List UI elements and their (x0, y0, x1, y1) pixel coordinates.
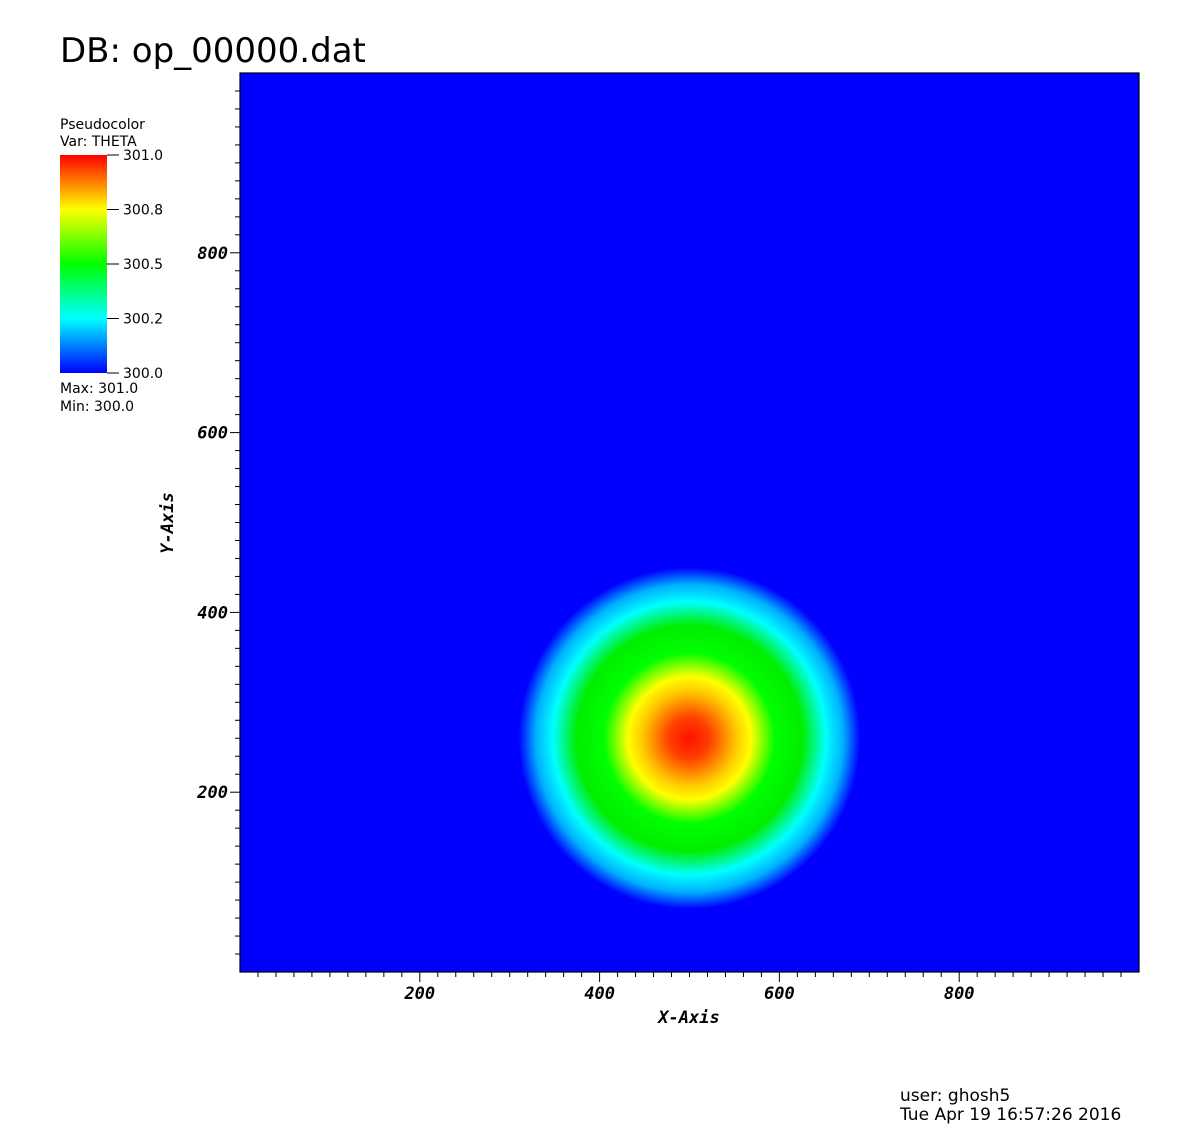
colorbar-tick-label: 301.0 (123, 148, 163, 164)
plot-area (239, 72, 1140, 973)
color-legend: Pseudocolor Var: THETA 301.0300.8300.530… (60, 117, 163, 415)
x-axis: 200 400 600 800 (257, 972, 1122, 1004)
footer-user: user: ghosh5 (900, 1086, 1010, 1106)
footer-timestamp: Tue Apr 19 16:57:26 2016 (899, 1105, 1121, 1125)
colorbar-tick-label: 300.5 (123, 257, 163, 273)
colorbar-tick-label: 300.8 (123, 203, 163, 219)
x-tick-label: 200 (403, 984, 435, 1004)
page-title: DB: op_00000.dat (60, 31, 366, 71)
x-tick-label: 600 (764, 984, 795, 1004)
heatmap-bubble (518, 567, 861, 910)
legend-min-label: Min: 300.0 (60, 399, 134, 415)
colorbar-ticks: 301.0 300.8 300.5 300.2 300.0 (107, 148, 163, 382)
x-tick-label: 400 (584, 984, 615, 1004)
colorbar-tick-label: 300.0 (123, 366, 163, 382)
legend-variable-label: Var: THETA (60, 134, 137, 150)
x-axis-label: X-Axis (656, 1008, 719, 1028)
y-tick-label: 800 (197, 244, 228, 264)
legend-plot-type: Pseudocolor (60, 117, 145, 133)
x-tick-label: 800 (944, 984, 975, 1004)
colorbar (60, 155, 107, 373)
y-axis-label: Y-Axis (158, 492, 178, 553)
colorbar-tick-label: 300.2 (123, 312, 163, 328)
legend-max-label: Max: 301.0 (60, 381, 138, 397)
y-tick-label: 400 (197, 603, 228, 623)
y-tick-label: 600 (197, 424, 228, 444)
y-tick-label: 200 (196, 783, 228, 803)
y-axis: 200 400 600 800 (196, 90, 240, 955)
